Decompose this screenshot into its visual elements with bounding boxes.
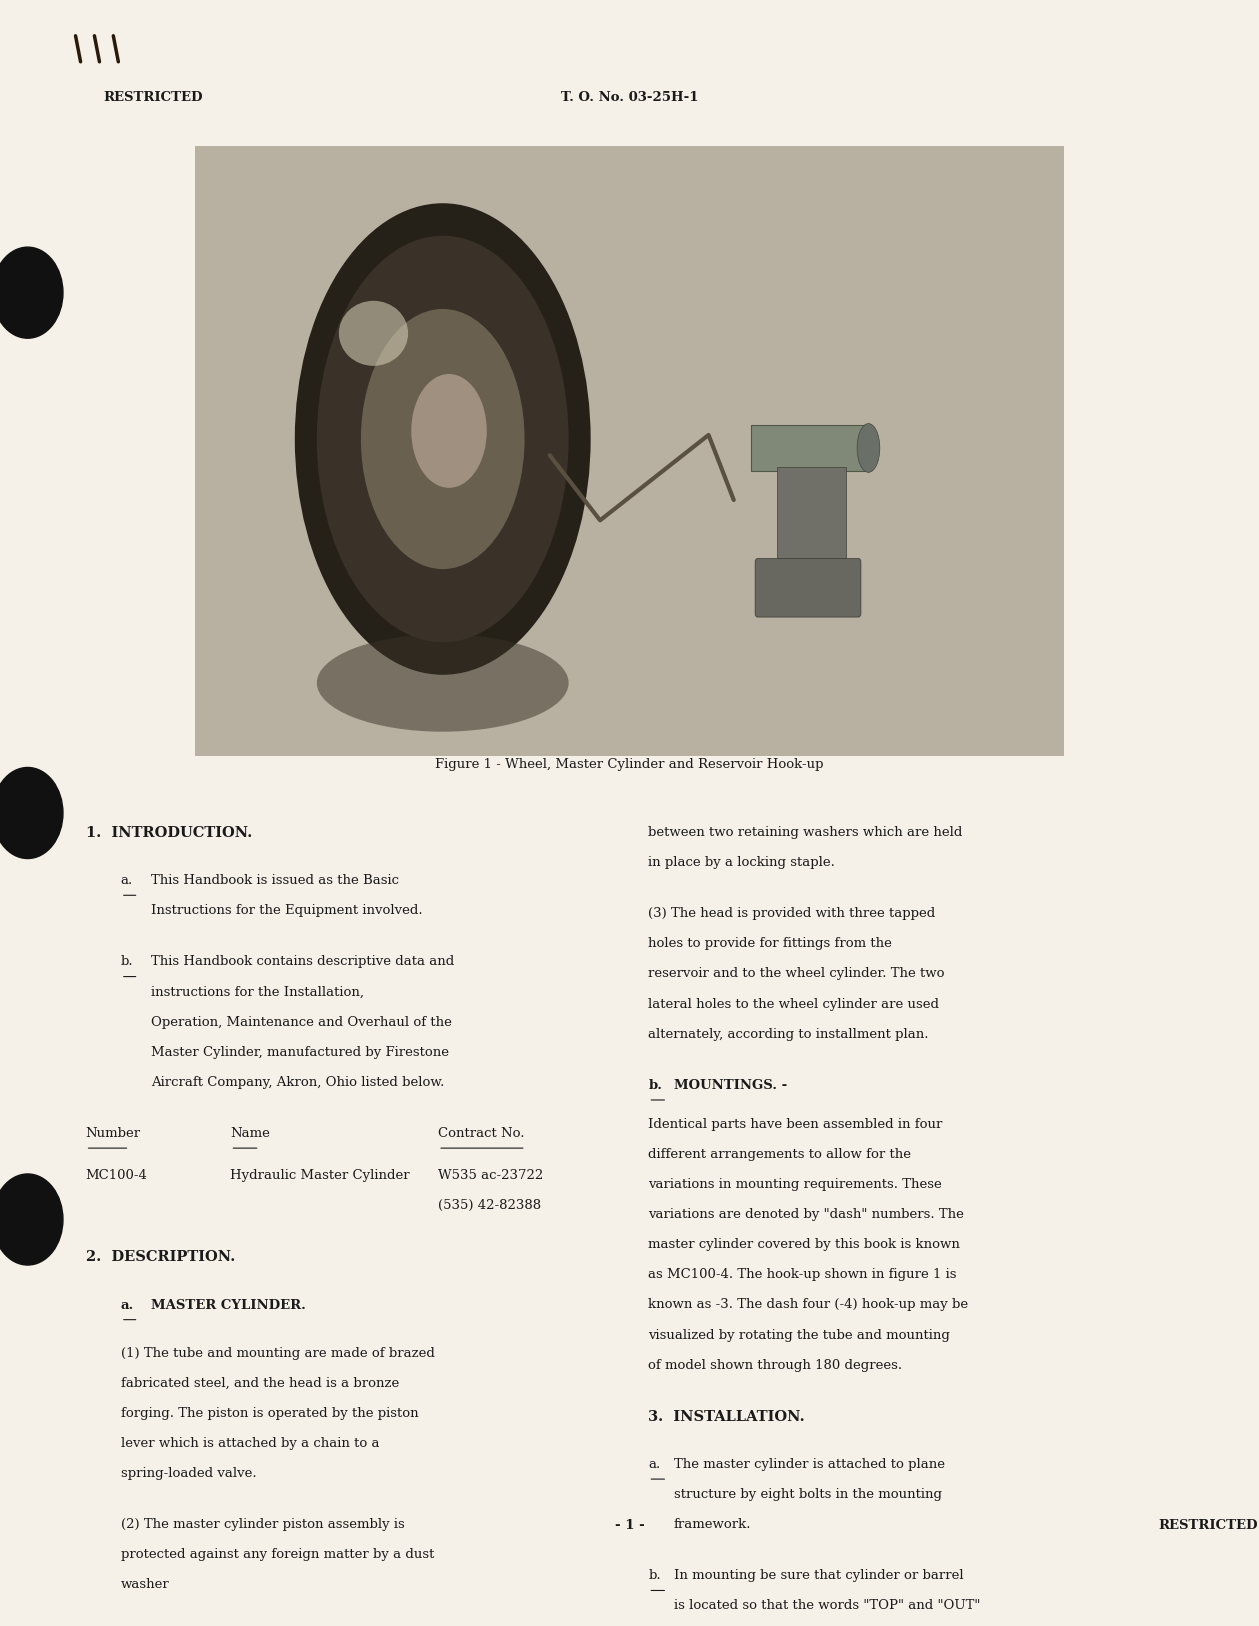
Ellipse shape bbox=[361, 309, 525, 569]
Text: visualized by rotating the tube and mounting: visualized by rotating the tube and moun… bbox=[648, 1328, 951, 1341]
Text: MASTER CYLINDER.: MASTER CYLINDER. bbox=[151, 1299, 306, 1312]
Text: different arrangements to allow for the: different arrangements to allow for the bbox=[648, 1148, 912, 1161]
Text: (535) 42-82388: (535) 42-82388 bbox=[438, 1200, 541, 1211]
Text: washer: washer bbox=[121, 1579, 170, 1592]
Text: 2.  DESCRIPTION.: 2. DESCRIPTION. bbox=[86, 1250, 235, 1265]
Text: Figure 1 - Wheel, Master Cylinder and Reservoir Hook-up: Figure 1 - Wheel, Master Cylinder and Re… bbox=[436, 758, 823, 771]
Text: RESTRICTED: RESTRICTED bbox=[1158, 1519, 1258, 1532]
Ellipse shape bbox=[317, 634, 569, 732]
Text: instructions for the Installation,: instructions for the Installation, bbox=[151, 985, 364, 998]
Text: protected against any foreign matter by a dust: protected against any foreign matter by … bbox=[121, 1548, 434, 1561]
Bar bbox=[195, 146, 1064, 756]
Text: known as -3. The dash four (-4) hook-up may be: known as -3. The dash four (-4) hook-up … bbox=[648, 1299, 968, 1312]
Circle shape bbox=[0, 1174, 63, 1265]
Text: b.: b. bbox=[648, 1569, 661, 1582]
Text: Master Cylinder, manufactured by Firestone: Master Cylinder, manufactured by Firesto… bbox=[151, 1046, 449, 1059]
Text: variations in mounting requirements. These: variations in mounting requirements. The… bbox=[648, 1179, 942, 1192]
Ellipse shape bbox=[857, 423, 880, 473]
Text: Operation, Maintenance and Overhaul of the: Operation, Maintenance and Overhaul of t… bbox=[151, 1016, 452, 1029]
Text: Aircraft Company, Akron, Ohio listed below.: Aircraft Company, Akron, Ohio listed bel… bbox=[151, 1076, 444, 1089]
Text: in place by a locking staple.: in place by a locking staple. bbox=[648, 855, 835, 868]
Text: fabricated steel, and the head is a bronze: fabricated steel, and the head is a bron… bbox=[121, 1377, 399, 1390]
Text: as MC100-4. The hook-up shown in figure 1 is: as MC100-4. The hook-up shown in figure … bbox=[648, 1268, 957, 1281]
Text: is located so that the words "TOP" and "OUT": is located so that the words "TOP" and "… bbox=[674, 1600, 980, 1613]
Text: forging. The piston is operated by the piston: forging. The piston is operated by the p… bbox=[121, 1406, 418, 1419]
Text: W535 ac-23722: W535 ac-23722 bbox=[438, 1169, 544, 1182]
Text: reservoir and to the wheel cylinder. The two: reservoir and to the wheel cylinder. The… bbox=[648, 967, 946, 980]
Text: b.: b. bbox=[121, 956, 133, 969]
Ellipse shape bbox=[317, 236, 569, 642]
Text: Number: Number bbox=[86, 1127, 141, 1140]
Text: RESTRICTED: RESTRICTED bbox=[103, 91, 203, 104]
Text: holes to provide for fittings from the: holes to provide for fittings from the bbox=[648, 937, 893, 950]
Ellipse shape bbox=[412, 374, 487, 488]
Text: spring-loaded valve.: spring-loaded valve. bbox=[121, 1467, 257, 1480]
Text: Contract No.: Contract No. bbox=[438, 1127, 525, 1140]
Bar bbox=[752, 426, 865, 472]
Ellipse shape bbox=[295, 203, 590, 675]
Text: a.: a. bbox=[648, 1459, 661, 1472]
Text: MOUNTINGS. -: MOUNTINGS. - bbox=[674, 1080, 787, 1091]
Text: alternately, according to installment plan.: alternately, according to installment pl… bbox=[648, 1028, 929, 1041]
Text: Name: Name bbox=[230, 1127, 271, 1140]
Text: Identical parts have been assembled in four: Identical parts have been assembled in f… bbox=[648, 1119, 943, 1132]
Text: b.: b. bbox=[648, 1080, 662, 1091]
Text: T. O. No. 03-25H-1: T. O. No. 03-25H-1 bbox=[560, 91, 699, 104]
Circle shape bbox=[0, 767, 63, 859]
Text: between two retaining washers which are held: between two retaining washers which are … bbox=[648, 826, 963, 839]
FancyBboxPatch shape bbox=[755, 558, 861, 616]
Bar bbox=[777, 467, 846, 564]
Text: 3.  INSTALLATION.: 3. INSTALLATION. bbox=[648, 1410, 805, 1424]
Text: variations are denoted by "dash" numbers. The: variations are denoted by "dash" numbers… bbox=[648, 1208, 964, 1221]
Text: a.: a. bbox=[121, 1299, 135, 1312]
Text: (2) The master cylinder piston assembly is: (2) The master cylinder piston assembly … bbox=[121, 1519, 404, 1532]
Text: 1.  INTRODUCTION.: 1. INTRODUCTION. bbox=[86, 826, 252, 841]
Text: MC100-4: MC100-4 bbox=[86, 1169, 147, 1182]
Text: This Handbook contains descriptive data and: This Handbook contains descriptive data … bbox=[151, 956, 454, 969]
Ellipse shape bbox=[339, 301, 408, 366]
Text: Hydraulic Master Cylinder: Hydraulic Master Cylinder bbox=[230, 1169, 410, 1182]
Text: framework.: framework. bbox=[674, 1519, 752, 1532]
Text: (3) The head is provided with three tapped: (3) The head is provided with three tapp… bbox=[648, 907, 935, 920]
Text: a.: a. bbox=[121, 875, 133, 888]
Text: The master cylinder is attached to plane: The master cylinder is attached to plane bbox=[674, 1459, 944, 1472]
Text: - 1 -: - 1 - bbox=[614, 1519, 645, 1532]
Text: lateral holes to the wheel cylinder are used: lateral holes to the wheel cylinder are … bbox=[648, 998, 939, 1010]
Text: lever which is attached by a chain to a: lever which is attached by a chain to a bbox=[121, 1437, 379, 1450]
Text: master cylinder covered by this book is known: master cylinder covered by this book is … bbox=[648, 1239, 961, 1252]
Text: (1) The tube and mounting are made of brazed: (1) The tube and mounting are made of br… bbox=[121, 1346, 434, 1359]
Text: This Handbook is issued as the Basic: This Handbook is issued as the Basic bbox=[151, 875, 399, 888]
Text: In mounting be sure that cylinder or barrel: In mounting be sure that cylinder or bar… bbox=[674, 1569, 963, 1582]
Text: of model shown through 180 degrees.: of model shown through 180 degrees. bbox=[648, 1359, 903, 1372]
Circle shape bbox=[0, 247, 63, 338]
Text: structure by eight bolts in the mounting: structure by eight bolts in the mounting bbox=[674, 1488, 942, 1501]
Text: Instructions for the Equipment involved.: Instructions for the Equipment involved. bbox=[151, 904, 423, 917]
